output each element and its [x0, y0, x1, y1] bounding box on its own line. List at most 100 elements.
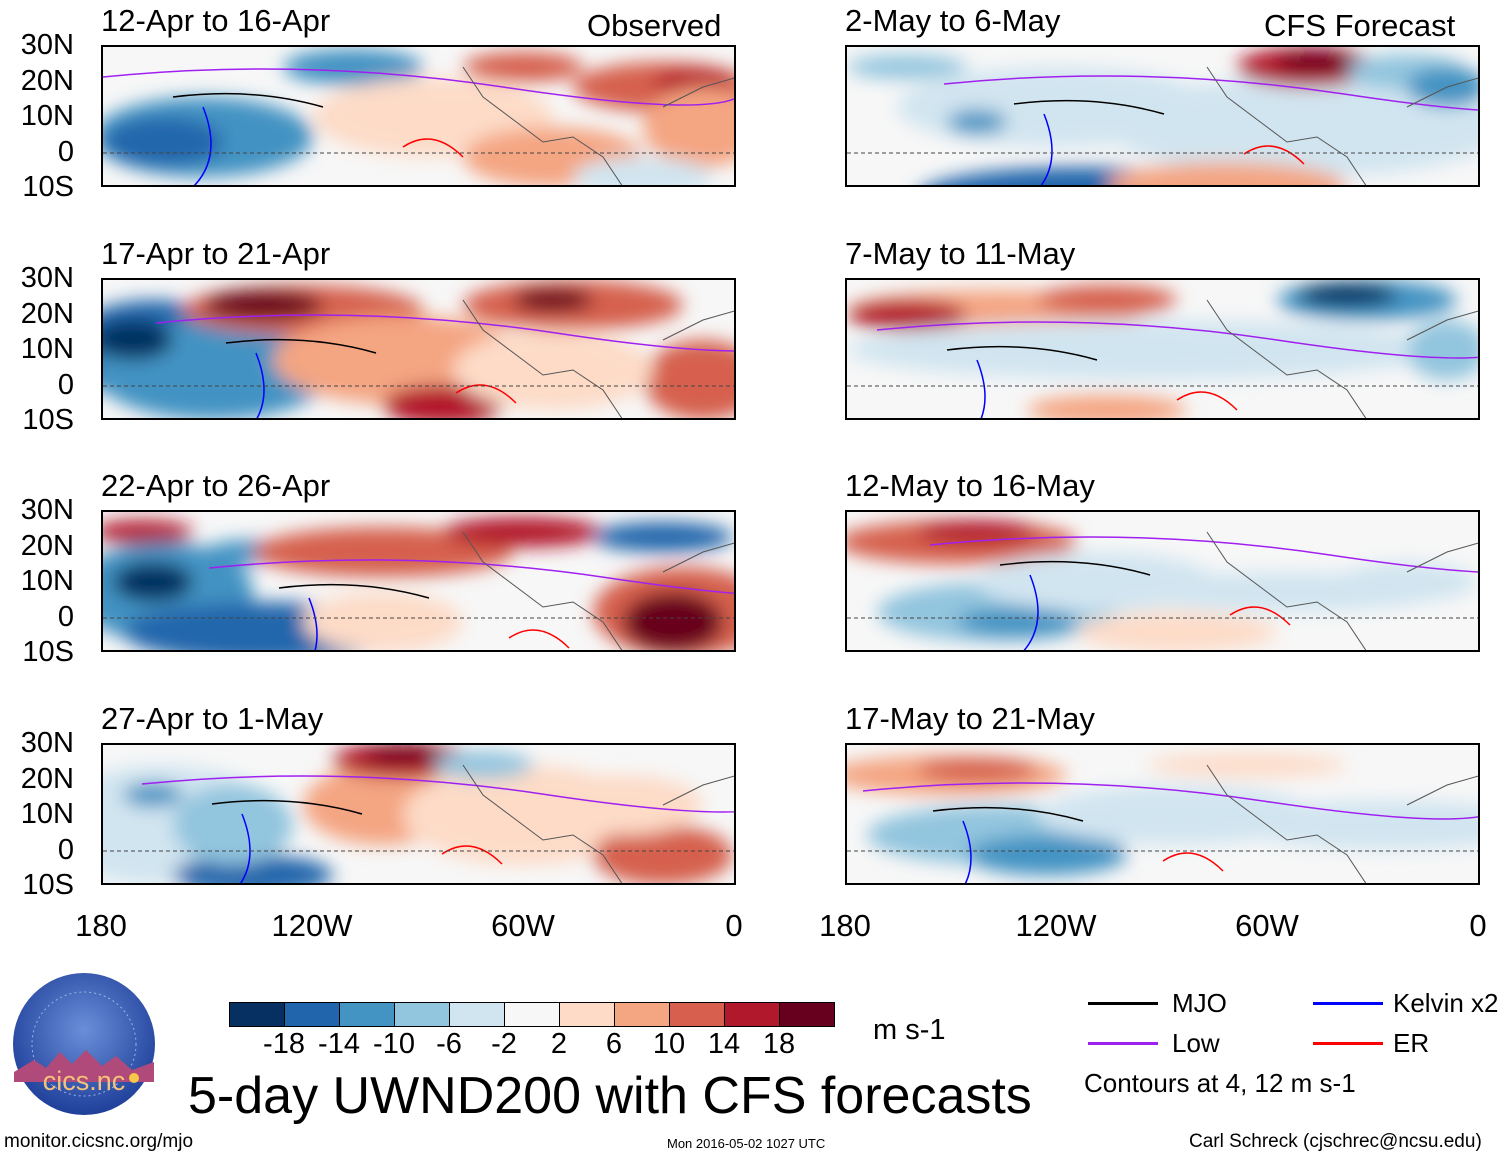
contour-line — [208, 559, 734, 595]
lat-label: 10N — [20, 100, 74, 132]
wind-anomaly-region — [917, 758, 1037, 782]
colorbar-label: 14 — [707, 1028, 741, 1060]
contour-line — [1023, 574, 1039, 650]
lat-label: 10S — [22, 869, 74, 901]
wind-anomaly-region — [623, 592, 723, 650]
coastline — [462, 531, 734, 650]
legend-line-er — [1313, 1042, 1383, 1045]
website-link[interactable]: monitor.cicsnc.org/mjo — [4, 1131, 194, 1152]
contour-line — [929, 536, 1478, 573]
lon-label: 60W — [1235, 908, 1299, 943]
observed-map-panel — [101, 278, 736, 420]
lat-label: 30N — [20, 494, 74, 526]
wind-anomaly-region — [1077, 612, 1277, 650]
wind-anomaly-region — [967, 835, 1127, 875]
wind-anomaly-region — [103, 320, 173, 360]
contour-note: Contours at 4, 12 m s-1 — [1084, 1068, 1356, 1098]
contour-line — [402, 138, 464, 158]
wind-anomaly-region — [917, 520, 1037, 544]
wind-anomaly-region — [847, 320, 1447, 380]
lat-label: 10N — [20, 333, 74, 365]
wind-anomaly-region — [1027, 395, 1187, 418]
panel-title: 27-Apr to 1-May — [101, 701, 324, 736]
colorbar-swatch — [450, 1003, 505, 1026]
forecast-label: CFS Forecast — [1264, 8, 1456, 43]
contour-line — [946, 345, 1098, 361]
lat-label: 20N — [20, 762, 74, 795]
wind-anomaly-region — [1407, 320, 1478, 380]
wind-anomaly-region — [283, 49, 423, 85]
figure-title: 5-day UWND200 with CFS forecasts — [188, 1067, 1032, 1125]
lon-label: 60W — [491, 908, 555, 943]
wind-anomaly-region — [1147, 753, 1347, 777]
colorbar-label: -18 — [263, 1028, 305, 1060]
wind-anomaly-region — [1407, 67, 1478, 107]
wind-anomaly-region — [443, 517, 603, 547]
colorbar-swatch — [725, 1003, 780, 1026]
wind-anomaly-region — [957, 607, 1077, 637]
forecast-map-panel — [845, 510, 1480, 652]
lat-label: 10N — [20, 565, 74, 597]
contour-line — [239, 813, 251, 883]
wind-anomaly-region — [1237, 800, 1478, 850]
colorbar-units: m s-1 — [873, 1014, 946, 1046]
lon-label: 0 — [725, 908, 743, 943]
lat-label: 10N — [20, 798, 74, 830]
wind-anomaly-region — [113, 562, 193, 602]
wind-anomaly-region — [123, 783, 183, 807]
contour-line — [255, 352, 265, 418]
contour-line — [211, 799, 363, 815]
lat-label: 0 — [57, 368, 74, 401]
wind-anomaly-region — [643, 340, 734, 418]
contour-line — [932, 806, 1084, 822]
lat-label: 10S — [22, 404, 74, 436]
contour-line — [508, 629, 570, 649]
wind-anomaly-region — [1037, 285, 1177, 315]
wind-anomaly-region — [363, 747, 443, 763]
colorbar-label: -10 — [373, 1028, 415, 1060]
contour-line — [308, 597, 318, 650]
coastline — [462, 66, 734, 185]
colorbar-label: 18 — [762, 1028, 796, 1060]
contour-line — [141, 775, 734, 813]
colorbar-swatch — [780, 1003, 834, 1026]
lon-label: 0 — [1469, 908, 1487, 943]
wind-anomaly-region — [1297, 283, 1397, 307]
colorbar-swatch — [560, 1003, 615, 1026]
panel-title: 17-Apr to 21-Apr — [101, 236, 331, 271]
wind-anomaly-region — [203, 290, 323, 320]
lat-label: 30N — [20, 29, 74, 61]
legend-line-low — [1088, 1042, 1158, 1045]
coastline — [1206, 299, 1478, 418]
wind-anomaly-region — [1337, 562, 1477, 602]
lat-label: 20N — [20, 297, 74, 330]
colorbar-swatch — [505, 1003, 560, 1026]
wind-anomaly-region — [433, 751, 533, 779]
author-credit: Carl Schreck (cjschrec@ncsu.edu) — [1189, 1131, 1482, 1152]
contour-line — [193, 106, 212, 185]
observed-map-panel — [101, 510, 736, 652]
colorbar-label: 2 — [550, 1028, 568, 1060]
lon-label: 180 — [75, 908, 127, 943]
lat-label: 30N — [20, 727, 74, 759]
wind-anomaly-region — [847, 55, 967, 79]
lat-label: 0 — [57, 600, 74, 633]
lat-label: 0 — [57, 135, 74, 168]
contour-line — [278, 583, 430, 599]
legend-line-kelvin — [1313, 1002, 1383, 1005]
coastline — [462, 299, 734, 418]
colorbar-swatch — [230, 1003, 285, 1026]
contour-line — [876, 321, 1478, 359]
observed-map-panel — [101, 743, 736, 885]
colorbar-swatch — [395, 1003, 450, 1026]
contour-line — [862, 782, 1478, 820]
contour-line — [1013, 99, 1165, 115]
panel-title: 2-May to 6-May — [845, 3, 1061, 38]
wind-anomaly-region — [847, 300, 967, 330]
wind-anomaly-region — [253, 527, 513, 577]
wind-anomaly-region — [593, 825, 733, 883]
colorbar-swatch — [340, 1003, 395, 1026]
wind-anomaly-region — [303, 592, 463, 650]
contour-line — [1243, 145, 1305, 165]
